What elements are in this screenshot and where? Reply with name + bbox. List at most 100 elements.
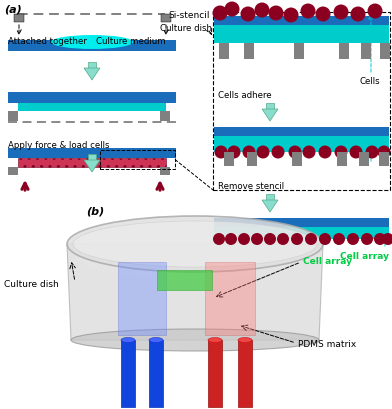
Circle shape [289, 146, 301, 159]
Text: (b): (b) [86, 207, 104, 217]
Circle shape [251, 233, 263, 245]
FancyBboxPatch shape [8, 92, 176, 103]
FancyBboxPatch shape [214, 16, 389, 25]
FancyBboxPatch shape [361, 43, 371, 59]
Circle shape [334, 146, 347, 159]
FancyBboxPatch shape [88, 154, 96, 160]
Circle shape [347, 233, 359, 245]
FancyBboxPatch shape [339, 43, 349, 59]
Circle shape [243, 146, 256, 159]
Circle shape [214, 146, 227, 159]
FancyBboxPatch shape [359, 152, 369, 166]
FancyBboxPatch shape [8, 167, 18, 175]
Circle shape [277, 233, 289, 245]
FancyBboxPatch shape [379, 152, 389, 166]
FancyBboxPatch shape [380, 43, 390, 59]
Circle shape [316, 7, 330, 22]
FancyBboxPatch shape [238, 340, 252, 407]
Text: Apply force & load cells: Apply force & load cells [8, 141, 109, 150]
FancyBboxPatch shape [160, 167, 170, 175]
Circle shape [367, 4, 383, 18]
Circle shape [283, 7, 298, 22]
Circle shape [256, 146, 269, 159]
Text: Cells adhere: Cells adhere [218, 91, 272, 100]
Ellipse shape [77, 232, 313, 280]
Text: Cell array: Cell array [303, 257, 352, 266]
Ellipse shape [208, 337, 222, 342]
Text: Culture dish: Culture dish [160, 24, 212, 33]
Text: Culture medium: Culture medium [96, 37, 166, 46]
FancyBboxPatch shape [18, 158, 166, 167]
Ellipse shape [51, 35, 133, 49]
FancyBboxPatch shape [88, 62, 96, 68]
Polygon shape [84, 160, 100, 172]
Polygon shape [262, 200, 278, 212]
FancyBboxPatch shape [8, 111, 18, 121]
Polygon shape [67, 244, 323, 340]
Text: Cells: Cells [360, 77, 381, 86]
Ellipse shape [71, 329, 319, 351]
Circle shape [334, 4, 348, 20]
Ellipse shape [67, 216, 323, 272]
Text: PDMS matrix: PDMS matrix [298, 340, 356, 349]
FancyBboxPatch shape [214, 127, 389, 136]
Ellipse shape [238, 337, 252, 342]
Circle shape [212, 5, 227, 20]
Circle shape [269, 5, 283, 20]
FancyBboxPatch shape [214, 25, 389, 43]
Circle shape [225, 233, 237, 245]
FancyBboxPatch shape [244, 43, 254, 59]
Circle shape [361, 233, 373, 245]
Ellipse shape [149, 337, 163, 342]
FancyBboxPatch shape [214, 218, 389, 227]
FancyBboxPatch shape [208, 340, 222, 407]
FancyBboxPatch shape [294, 43, 304, 59]
Circle shape [305, 233, 317, 245]
Circle shape [374, 233, 386, 245]
Text: Culture dish: Culture dish [4, 280, 59, 289]
FancyBboxPatch shape [224, 152, 234, 166]
FancyBboxPatch shape [121, 340, 135, 407]
Circle shape [303, 146, 316, 159]
Circle shape [238, 233, 250, 245]
Circle shape [272, 146, 285, 159]
Circle shape [213, 233, 225, 245]
Polygon shape [84, 68, 100, 80]
FancyBboxPatch shape [337, 152, 347, 166]
Text: (a): (a) [4, 4, 22, 14]
Text: Cell array: Cell array [340, 252, 389, 261]
Polygon shape [205, 262, 255, 335]
Text: Remove stencil: Remove stencil [218, 182, 284, 191]
Circle shape [350, 146, 363, 159]
Circle shape [350, 7, 365, 22]
Circle shape [377, 146, 390, 159]
FancyBboxPatch shape [266, 194, 274, 200]
Text: Si-stencil: Si-stencil [168, 11, 209, 20]
Circle shape [264, 233, 276, 245]
Ellipse shape [121, 337, 135, 342]
Circle shape [227, 146, 241, 159]
FancyBboxPatch shape [14, 14, 24, 22]
FancyBboxPatch shape [8, 148, 176, 158]
FancyBboxPatch shape [266, 103, 274, 109]
FancyBboxPatch shape [214, 136, 389, 152]
Circle shape [319, 233, 331, 245]
FancyBboxPatch shape [160, 111, 170, 121]
Ellipse shape [73, 221, 317, 267]
Polygon shape [118, 262, 166, 335]
Circle shape [333, 233, 345, 245]
FancyBboxPatch shape [214, 227, 389, 239]
Circle shape [318, 146, 332, 159]
Circle shape [365, 146, 379, 159]
FancyBboxPatch shape [247, 152, 257, 166]
FancyBboxPatch shape [157, 270, 212, 290]
FancyBboxPatch shape [8, 40, 176, 51]
Circle shape [241, 7, 256, 22]
Text: Attached together: Attached together [8, 37, 87, 46]
Circle shape [382, 233, 392, 245]
Circle shape [301, 4, 316, 18]
Circle shape [291, 233, 303, 245]
FancyBboxPatch shape [219, 43, 229, 59]
FancyBboxPatch shape [18, 103, 166, 111]
Circle shape [254, 2, 269, 18]
